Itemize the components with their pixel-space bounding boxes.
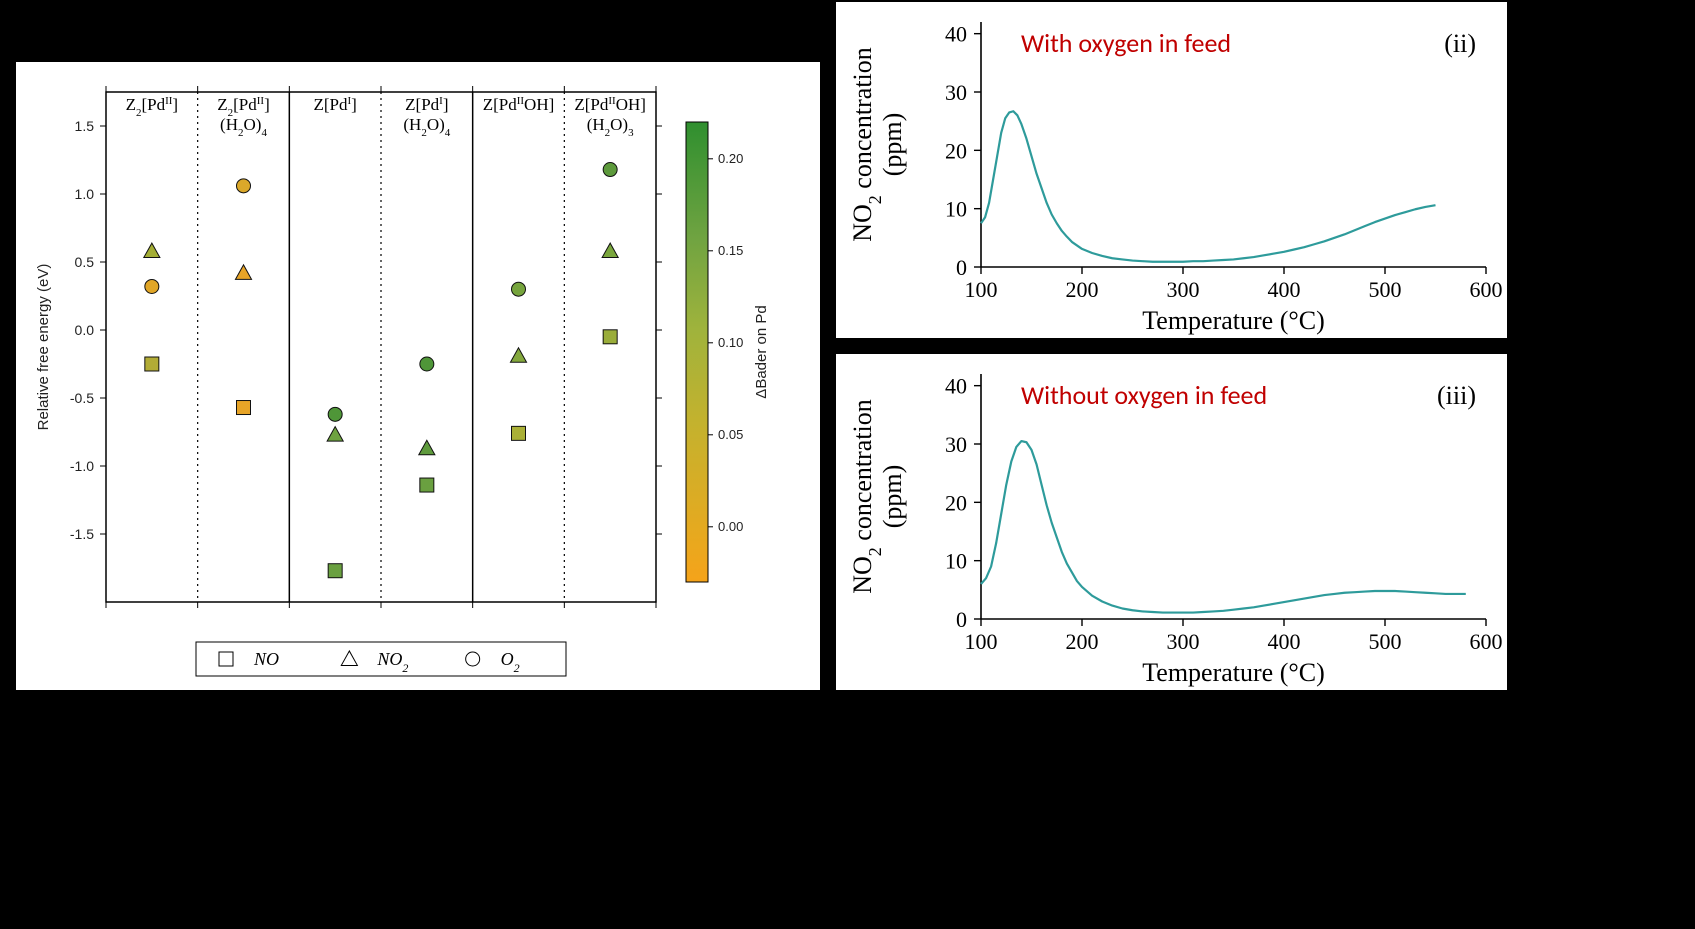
svg-text:With oxygen in feed: With oxygen in feed [1021,27,1231,59]
svg-text:1.5: 1.5 [75,118,95,134]
svg-text:100: 100 [965,629,998,654]
right-bottom-panel: 100 200 300 400 500 600 0 10 20 30 40 Temperature (… [834,352,1509,692]
svg-text:40: 40 [945,22,967,47]
svg-text:-1.0: -1.0 [70,458,94,474]
svg-text:300: 300 [1167,277,1200,302]
svg-text:NO2: NO2 [376,649,408,675]
line-chart-bottom: 100 200 300 400 500 600 0 10 20 30 40 Temperature (… [836,354,1511,694]
svg-text:O2: O2 [501,649,520,675]
svg-text:0.10: 0.10 [718,335,743,350]
svg-text:(ppm): (ppm) [878,113,907,177]
svg-text:10: 10 [945,549,967,574]
svg-text:0.05: 0.05 [718,427,743,442]
svg-text:500: 500 [1369,629,1402,654]
svg-text:200: 200 [1066,629,1099,654]
svg-text:0.20: 0.20 [718,151,743,166]
svg-text:400: 400 [1268,629,1301,654]
svg-text:-0.5: -0.5 [70,390,94,406]
svg-text:100: 100 [965,277,998,302]
svg-text:600: 600 [1470,629,1503,654]
svg-text:ΔBader on Pd: ΔBader on Pd [753,305,770,398]
svg-text:30: 30 [945,80,967,105]
svg-text:(H2O)4: (H2O)4 [220,115,267,139]
svg-text:0.5: 0.5 [75,254,95,270]
svg-text:20: 20 [945,490,967,515]
svg-text:200: 200 [1066,277,1099,302]
svg-text:0.15: 0.15 [718,243,743,258]
svg-text:Z2[PdII]: Z2[PdII] [126,95,179,119]
right-top-panel: 100 200 300 400 500 600 0 10 20 30 40 Temperature (… [834,0,1509,340]
svg-text:600: 600 [1470,277,1503,302]
svg-text:(ppm): (ppm) [878,465,907,529]
svg-text:20: 20 [945,138,967,163]
svg-text:400: 400 [1268,277,1301,302]
svg-text:Temperature (°C): Temperature (°C) [1142,658,1325,687]
svg-text:0: 0 [956,607,967,632]
svg-text:Temperature (°C): Temperature (°C) [1142,306,1325,335]
svg-text:Z[PdIIOH]: Z[PdIIOH] [574,95,646,114]
svg-text:(H2O)4: (H2O)4 [403,115,450,139]
svg-text:0.00: 0.00 [718,519,743,534]
svg-text:Without oxygen in feed: Without oxygen in feed [1021,379,1267,411]
svg-text:(H2O)3: (H2O)3 [587,115,634,139]
svg-text:(iii): (iii) [1437,381,1476,410]
svg-text:10: 10 [945,197,967,222]
line-chart-top: 100 200 300 400 500 600 0 10 20 30 40 Temperature (… [836,2,1511,342]
svg-text:Z[PdI]: Z[PdI] [405,95,448,114]
svg-text:Z[PdIIOH]: Z[PdIIOH] [483,95,555,114]
svg-text:30: 30 [945,432,967,457]
svg-text:0: 0 [956,255,967,280]
svg-text:300: 300 [1167,629,1200,654]
svg-text:500: 500 [1369,277,1402,302]
scatter-chart: -1.5 -1.0 -0.5 0.0 0.5 1.0 1.5 Relative free en… [16,62,824,694]
svg-text:1.0: 1.0 [75,186,95,202]
svg-text:-1.5: -1.5 [70,526,94,542]
svg-text:NO: NO [253,649,279,669]
svg-text:(ii): (ii) [1444,29,1476,58]
svg-text:0.0: 0.0 [75,322,95,338]
svg-text:40: 40 [945,374,967,399]
svg-text:Z[PdI]: Z[PdI] [313,95,356,114]
left-panel: -1.5 -1.0 -0.5 0.0 0.5 1.0 1.5 Relative free en… [14,60,822,692]
svg-text:Relative free energy (eV): Relative free energy (eV) [35,264,52,431]
